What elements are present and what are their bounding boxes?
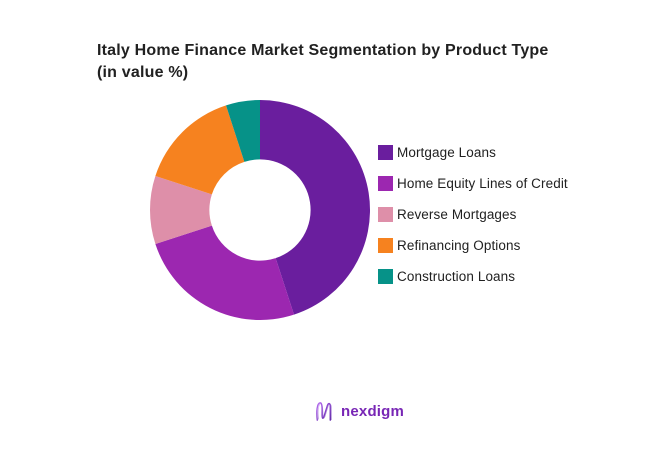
legend-swatch — [378, 176, 393, 191]
chart-title-line-2: (in value %) — [97, 64, 189, 81]
legend-item: Home Equity Lines of Credit — [378, 176, 568, 191]
legend-label: Home Equity Lines of Credit — [397, 176, 568, 191]
legend-swatch — [378, 238, 393, 253]
legend-label: Mortgage Loans — [397, 145, 496, 160]
nexdigm-logo-icon — [316, 402, 332, 421]
legend-swatch — [378, 145, 393, 160]
donut-chart-svg — [150, 100, 370, 320]
nexdigm-logo: nexdigm — [313, 399, 404, 424]
legend-swatch — [378, 269, 393, 284]
donut-chart — [150, 100, 370, 320]
donut-segment — [155, 225, 294, 320]
chart-title: Italy Home Finance Market Segmentation b… — [97, 40, 617, 84]
chart-title-line-1: Italy Home Finance Market Segmentation b… — [97, 42, 549, 59]
legend-label: Refinancing Options — [397, 238, 521, 253]
legend-label: Construction Loans — [397, 269, 516, 284]
legend-label: Reverse Mortgages — [397, 207, 517, 222]
legend-swatch — [378, 207, 393, 222]
chart-legend: Mortgage Loans Home Equity Lines of Credi… — [378, 145, 568, 284]
legend-item: Refinancing Options — [378, 238, 568, 253]
donut-segment — [155, 105, 245, 195]
donut-segment — [226, 100, 260, 162]
donut-segment — [260, 100, 370, 315]
legend-item: Mortgage Loans — [378, 145, 568, 160]
legend-item: Construction Loans — [378, 269, 568, 284]
nexdigm-logo-text: nexdigm — [341, 403, 405, 420]
donut-segment — [150, 176, 212, 244]
legend-item: Reverse Mortgages — [378, 207, 568, 222]
